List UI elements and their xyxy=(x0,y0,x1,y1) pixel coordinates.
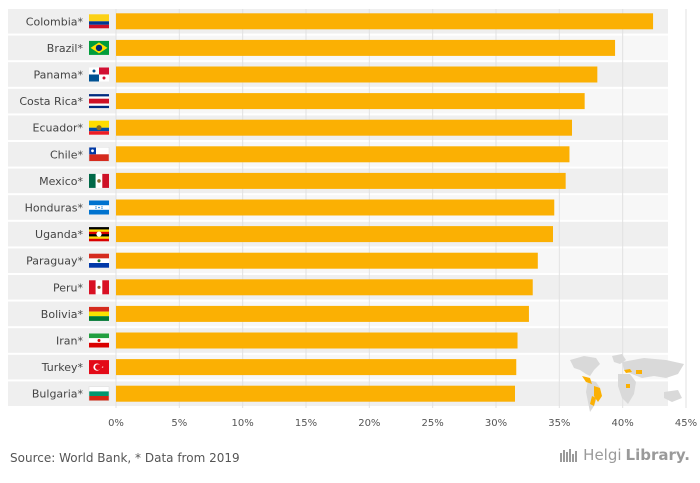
x-tick-label: 35% xyxy=(548,418,570,429)
category-label: Uganda* xyxy=(35,228,83,241)
bar xyxy=(116,93,585,110)
bar xyxy=(116,359,517,376)
category-label: Paraguay* xyxy=(26,255,83,268)
bar xyxy=(116,305,529,322)
bar xyxy=(116,146,570,163)
flag-turkey-icon xyxy=(89,360,109,375)
bar xyxy=(116,39,616,56)
flag-uganda-icon xyxy=(89,227,109,242)
bar xyxy=(116,279,533,296)
flag-chile-icon xyxy=(88,147,110,162)
x-tick-label: 5% xyxy=(171,418,187,429)
bar xyxy=(116,199,555,216)
category-labels: Colombia* Brazil* Panama* Costa Rica* Ecuado… xyxy=(19,15,83,400)
flag-costa-rica-icon xyxy=(89,94,109,109)
category-label: Colombia* xyxy=(26,15,84,28)
x-tick-label: 20% xyxy=(358,418,380,429)
x-tick-label: 25% xyxy=(422,418,444,429)
bar xyxy=(116,252,538,269)
category-label: Brazil* xyxy=(47,42,84,55)
bar xyxy=(116,226,553,243)
library-logo-icon xyxy=(560,449,578,462)
category-label: Peru* xyxy=(53,281,84,294)
bar xyxy=(116,66,598,83)
brand-logo: Helgi Library. xyxy=(559,446,690,464)
category-label: Mexico* xyxy=(39,175,83,188)
x-tick-label: 0% xyxy=(108,418,124,429)
brand-name-suffix: Library. xyxy=(625,446,690,464)
flag-panama-icon xyxy=(89,67,109,82)
flag-mexico-icon xyxy=(89,173,109,188)
x-tick-label: 40% xyxy=(612,418,634,429)
bar xyxy=(116,385,515,402)
flag-peru-icon xyxy=(89,280,109,295)
flag-ecuador-icon xyxy=(89,120,109,135)
x-tick-label: 10% xyxy=(232,418,254,429)
flag-iran-icon xyxy=(89,333,109,348)
bar xyxy=(116,332,518,349)
world-map-icon xyxy=(570,354,684,412)
flag-paraguay-icon xyxy=(89,253,109,268)
x-axis-ticks: 0% 5% 10% 15% 20% 25% 30% 35% 40% 45% xyxy=(108,418,697,429)
category-label: Bolivia* xyxy=(41,308,84,321)
flag-bolivia-icon xyxy=(89,306,109,321)
bars xyxy=(116,13,654,402)
bar xyxy=(116,13,654,30)
bar xyxy=(116,172,566,189)
source-note: Source: World Bank, * Data from 2019 xyxy=(10,451,240,465)
x-tick-label: 30% xyxy=(485,418,507,429)
category-label: Bulgaria* xyxy=(32,388,84,401)
country-flags xyxy=(88,14,110,401)
flag-colombia-icon xyxy=(89,14,109,29)
category-label: Iran* xyxy=(56,335,83,348)
category-label: Honduras* xyxy=(25,202,84,215)
flag-brazil-icon xyxy=(89,40,109,55)
brand-name-prefix: Helgi xyxy=(583,446,622,464)
category-label: Ecuador* xyxy=(33,122,84,135)
category-label: Costa Rica* xyxy=(19,95,83,108)
flag-honduras-icon xyxy=(89,200,109,215)
category-label: Panama* xyxy=(33,69,83,82)
x-tick-label: 45% xyxy=(675,418,697,429)
bar xyxy=(116,119,572,136)
x-tick-label: 15% xyxy=(295,418,317,429)
category-label: Chile* xyxy=(50,148,84,161)
category-label: Turkey* xyxy=(41,361,84,374)
flag-bulgaria-icon xyxy=(88,386,110,401)
